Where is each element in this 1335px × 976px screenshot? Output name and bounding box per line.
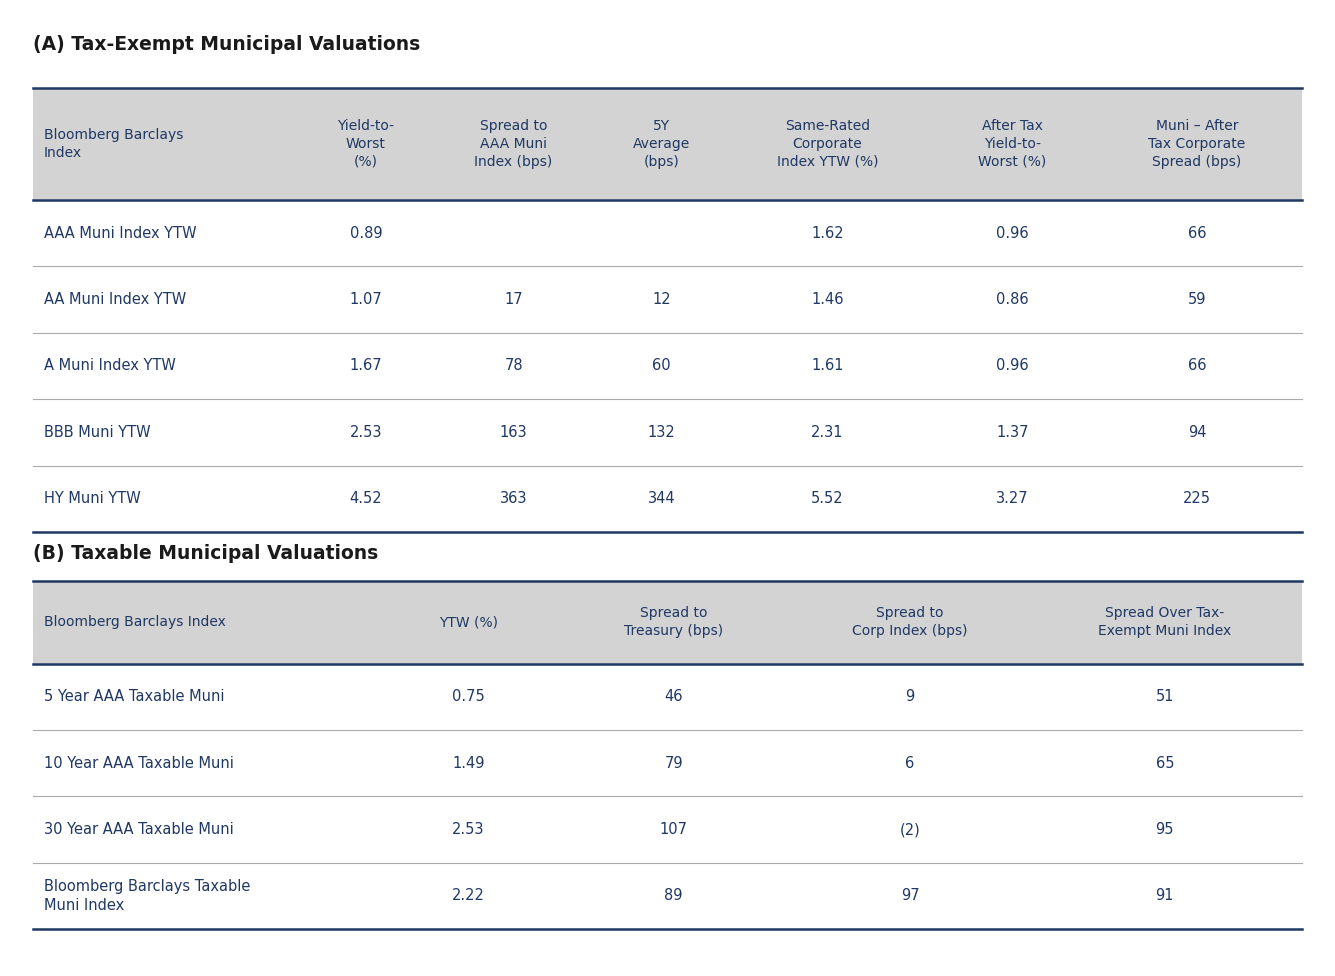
Text: 0.86: 0.86 bbox=[996, 292, 1028, 307]
Text: Spread to
AAA Muni
Index (bps): Spread to AAA Muni Index (bps) bbox=[474, 119, 553, 169]
Text: 66: 66 bbox=[1188, 358, 1207, 374]
Text: 51: 51 bbox=[1156, 689, 1173, 705]
Text: 65: 65 bbox=[1156, 755, 1173, 771]
Text: After Tax
Yield-to-
Worst (%): After Tax Yield-to- Worst (%) bbox=[979, 119, 1047, 169]
Text: 66: 66 bbox=[1188, 225, 1207, 241]
Text: 0.96: 0.96 bbox=[996, 358, 1028, 374]
Text: 5 Year AAA Taxable Muni: 5 Year AAA Taxable Muni bbox=[44, 689, 224, 705]
Text: 12: 12 bbox=[651, 292, 670, 307]
Text: Bloomberg Barclays Taxable
Muni Index: Bloomberg Barclays Taxable Muni Index bbox=[44, 879, 251, 913]
Text: 6: 6 bbox=[905, 755, 914, 771]
Text: 1.07: 1.07 bbox=[350, 292, 382, 307]
Text: 78: 78 bbox=[505, 358, 523, 374]
Text: 9: 9 bbox=[905, 689, 914, 705]
Text: Bloomberg Barclays
Index: Bloomberg Barclays Index bbox=[44, 128, 183, 160]
Text: BBB Muni YTW: BBB Muni YTW bbox=[44, 425, 151, 440]
Text: YTW (%): YTW (%) bbox=[439, 615, 498, 630]
Text: 46: 46 bbox=[665, 689, 684, 705]
Text: AAA Muni Index YTW: AAA Muni Index YTW bbox=[44, 225, 196, 241]
Text: 91: 91 bbox=[1156, 888, 1173, 904]
Text: 2.53: 2.53 bbox=[453, 822, 485, 837]
Text: 1.67: 1.67 bbox=[350, 358, 382, 374]
Text: 163: 163 bbox=[499, 425, 527, 440]
Text: 1.62: 1.62 bbox=[812, 225, 844, 241]
Text: 4.52: 4.52 bbox=[350, 491, 382, 507]
Text: HY Muni YTW: HY Muni YTW bbox=[44, 491, 140, 507]
Text: Spread to
Corp Index (bps): Spread to Corp Index (bps) bbox=[852, 606, 968, 638]
Text: 94: 94 bbox=[1188, 425, 1207, 440]
Text: (B) Taxable Municipal Valuations: (B) Taxable Municipal Valuations bbox=[33, 544, 379, 562]
Text: 2.22: 2.22 bbox=[453, 888, 485, 904]
Text: 344: 344 bbox=[647, 491, 676, 507]
Bar bbox=[33, 88, 1302, 200]
Text: 79: 79 bbox=[665, 755, 684, 771]
Text: 5.52: 5.52 bbox=[812, 491, 844, 507]
Text: 132: 132 bbox=[647, 425, 676, 440]
Text: 30 Year AAA Taxable Muni: 30 Year AAA Taxable Muni bbox=[44, 822, 234, 837]
Text: Spread Over Tax-
Exempt Muni Index: Spread Over Tax- Exempt Muni Index bbox=[1099, 606, 1231, 638]
Text: 97: 97 bbox=[901, 888, 920, 904]
Text: Yield-to-
Worst
(%): Yield-to- Worst (%) bbox=[338, 119, 394, 169]
Text: 89: 89 bbox=[665, 888, 684, 904]
Text: Spread to
Treasury (bps): Spread to Treasury (bps) bbox=[625, 606, 724, 638]
Text: 2.53: 2.53 bbox=[350, 425, 382, 440]
Text: 59: 59 bbox=[1188, 292, 1207, 307]
Text: 1.37: 1.37 bbox=[996, 425, 1028, 440]
Text: 5Y
Average
(bps): 5Y Average (bps) bbox=[633, 119, 690, 169]
Text: 1.46: 1.46 bbox=[812, 292, 844, 307]
Text: 225: 225 bbox=[1183, 491, 1211, 507]
Text: 60: 60 bbox=[651, 358, 670, 374]
Text: 107: 107 bbox=[659, 822, 688, 837]
Text: 3.27: 3.27 bbox=[996, 491, 1028, 507]
Text: 0.75: 0.75 bbox=[453, 689, 485, 705]
Text: 2.31: 2.31 bbox=[812, 425, 844, 440]
Text: 0.89: 0.89 bbox=[350, 225, 382, 241]
Text: (2): (2) bbox=[900, 822, 920, 837]
Text: Muni – After
Tax Corporate
Spread (bps): Muni – After Tax Corporate Spread (bps) bbox=[1148, 119, 1246, 169]
Text: AA Muni Index YTW: AA Muni Index YTW bbox=[44, 292, 187, 307]
Text: 10 Year AAA Taxable Muni: 10 Year AAA Taxable Muni bbox=[44, 755, 234, 771]
Text: 363: 363 bbox=[499, 491, 527, 507]
Text: (A) Tax-Exempt Municipal Valuations: (A) Tax-Exempt Municipal Valuations bbox=[33, 35, 421, 54]
Text: Same-Rated
Corporate
Index YTW (%): Same-Rated Corporate Index YTW (%) bbox=[777, 119, 878, 169]
Text: 0.96: 0.96 bbox=[996, 225, 1028, 241]
Text: 95: 95 bbox=[1156, 822, 1173, 837]
Text: 1.61: 1.61 bbox=[812, 358, 844, 374]
Text: 1.49: 1.49 bbox=[453, 755, 485, 771]
Bar bbox=[33, 581, 1302, 664]
Text: A Muni Index YTW: A Muni Index YTW bbox=[44, 358, 176, 374]
Text: Bloomberg Barclays Index: Bloomberg Barclays Index bbox=[44, 615, 226, 630]
Text: 17: 17 bbox=[505, 292, 523, 307]
